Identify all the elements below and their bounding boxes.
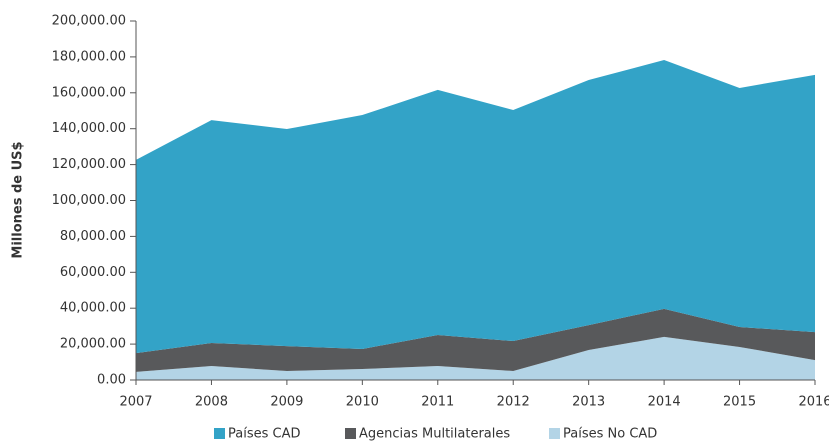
legend-label: Países No CAD [563,427,657,442]
y-axis-label: Millones de US$ [11,141,26,258]
x-tick-label: 2009 [270,395,303,410]
legend-swatch [549,428,560,439]
x-tick-label: 2016 [798,395,829,410]
x-tick-label: 2015 [723,395,756,410]
legend-swatch [345,428,356,439]
y-tick-label: 100,000.00 [52,193,126,208]
y-tick-label: 60,000.00 [60,265,126,280]
y-tick-label: 40,000.00 [60,301,126,316]
legend-label: Países CAD [228,427,301,442]
x-tick-label: 2012 [497,395,530,410]
area [136,308,815,372]
y-tick-label: 200,000.00 [52,14,126,29]
area [136,336,815,380]
legend-swatch [214,428,225,439]
x-tick-label: 2007 [119,395,152,410]
y-tick-label: 160,000.00 [52,85,126,100]
y-tick-label: 180,000.00 [52,49,126,64]
y-tick-label: 80,000.00 [60,229,126,244]
x-tick-label: 2014 [648,395,681,410]
y-tick-label: 0.00 [97,373,126,388]
y-tick-label: 120,000.00 [52,157,126,172]
x-tick-label: 2013 [572,395,605,410]
y-tick-label: 140,000.00 [52,121,126,136]
x-tick-label: 2010 [346,395,379,410]
legend-label: Agencias Multilaterales [359,427,510,442]
area [136,59,815,354]
x-tick-label: 2008 [195,395,228,410]
x-tick-label: 2011 [421,395,454,410]
y-tick-label: 20,000.00 [60,337,126,352]
